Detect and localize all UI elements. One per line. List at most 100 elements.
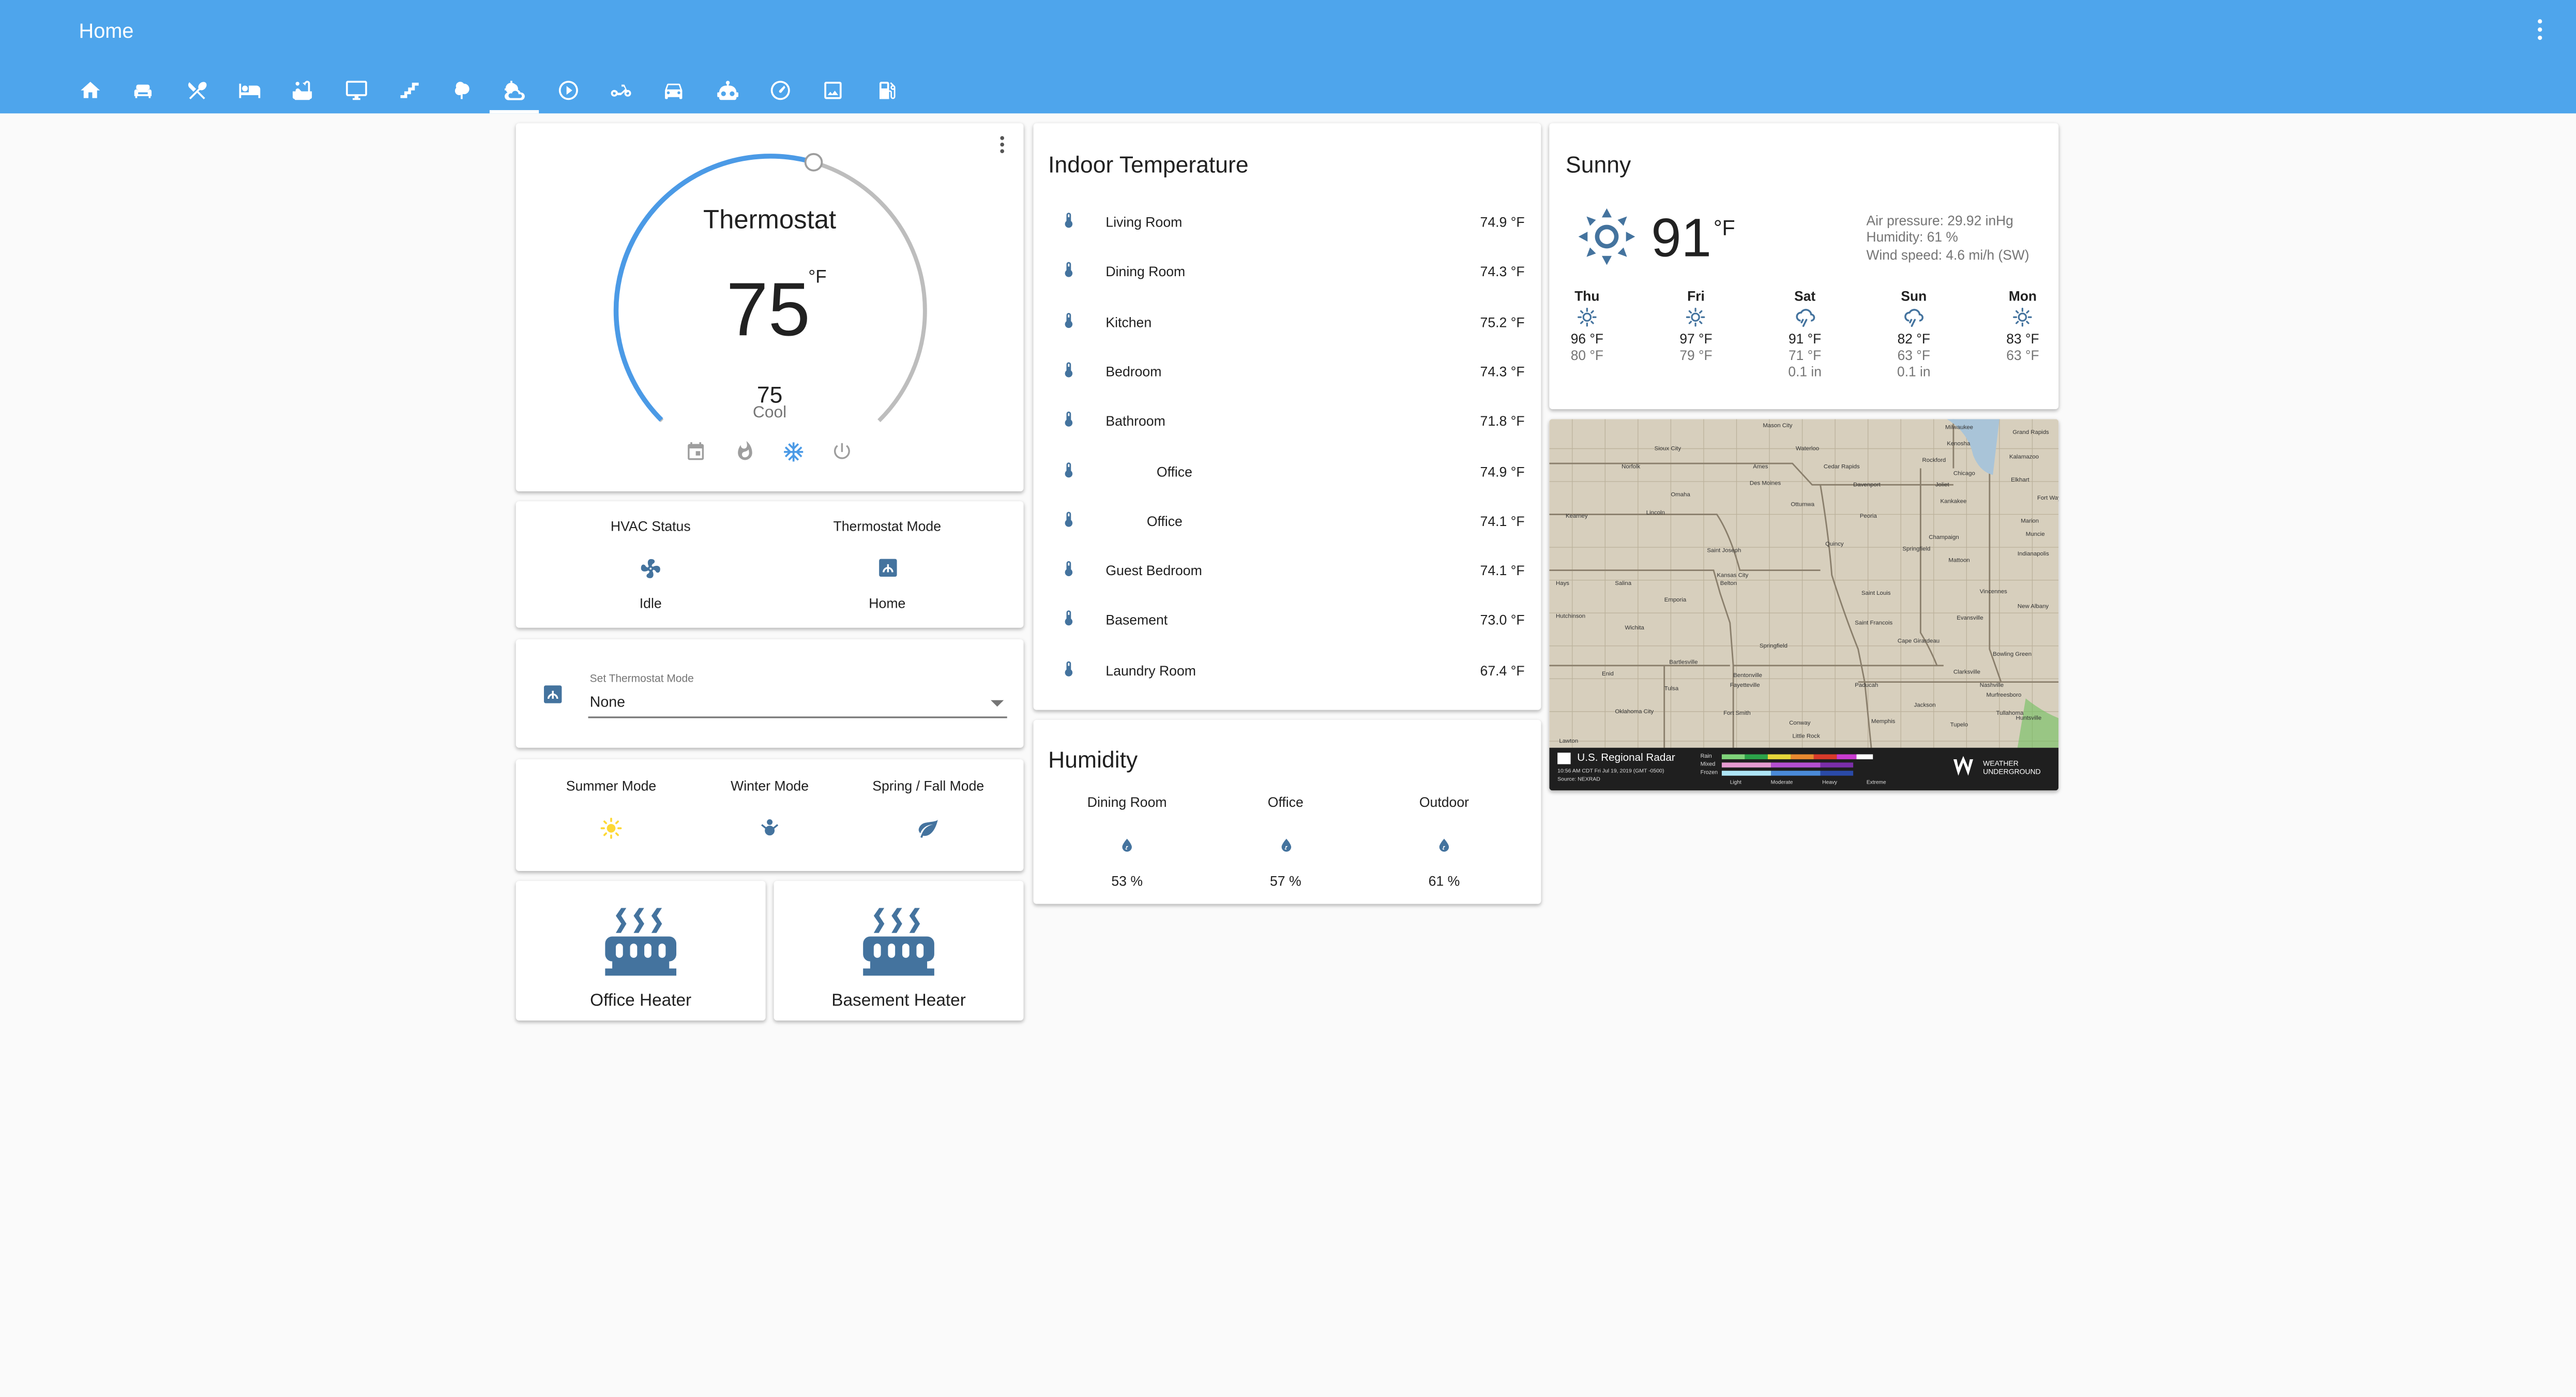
map-city-label: Evansville: [1957, 614, 1983, 622]
tab-bed[interactable]: [225, 66, 274, 113]
car-icon: [665, 83, 683, 98]
map-city-label: Memphis: [1871, 718, 1896, 725]
indoor-temp-row[interactable]: Living Room 74.9 °F: [1034, 197, 1541, 246]
map-city-label: Saint Louis: [1861, 590, 1891, 597]
room-name: Basement: [1105, 612, 1168, 629]
weather-card[interactable]: Sunny 91 °F Air pressure: 29.92 inHg Hum…: [1549, 123, 2059, 410]
indoor-temp-row[interactable]: Bathroom 71.8 °F: [1034, 396, 1541, 445]
water-percent-icon: [1436, 833, 1452, 863]
indoor-temp-row[interactable]: Office 74.1 °F: [1034, 496, 1541, 545]
weather-condition: Sunny: [1566, 151, 1631, 178]
forecast-day-name: Mon: [2008, 288, 2037, 304]
thermostat-mode-label: Thermostat Mode: [833, 517, 942, 534]
winter-mode-button[interactable]: Winter Mode: [691, 759, 848, 871]
map-city-label: Wichita: [1625, 624, 1644, 632]
thermometer-icon: [1059, 358, 1078, 381]
power-off-icon[interactable]: [831, 441, 853, 470]
indoor-temp-row[interactable]: Dining Room 74.3 °F: [1034, 247, 1541, 296]
indoor-temp-row[interactable]: Kitchen 75.2 °F: [1034, 297, 1541, 346]
monitor-icon: [345, 80, 367, 99]
sun-icon: [600, 817, 623, 848]
thermostat-dial[interactable]: [608, 146, 933, 426]
indoor-temp-row[interactable]: Office 74.9 °F: [1034, 446, 1541, 495]
indoor-temp-row[interactable]: Basement 73.0 °F: [1034, 595, 1541, 644]
map-city-label: Indianapolis: [2017, 550, 2049, 558]
thermometer-icon: [1059, 408, 1078, 431]
snowman-icon: [758, 817, 779, 846]
map-city-label: Fort Wayne: [2037, 494, 2058, 502]
humidity-sensor[interactable]: Dining Room 53 %: [1048, 720, 1206, 904]
office-heater-button[interactable]: Office Heater: [516, 881, 766, 1021]
weather-attributes: Air pressure: 29.92 inHg Humidity: 61 % …: [1867, 212, 2029, 263]
tab-motorbike[interactable]: [596, 66, 645, 113]
legend-frozen: Frozen: [1700, 769, 1718, 776]
stairs-icon: [400, 82, 419, 97]
tab-silverware[interactable]: [172, 66, 221, 113]
season-label: Spring / Fall Mode: [872, 777, 984, 794]
humidity-sensor[interactable]: Outdoor 61 %: [1365, 720, 1523, 904]
heat-mode-icon[interactable]: [734, 441, 755, 470]
dropdown-arrow-icon[interactable]: [990, 700, 1004, 709]
more-vert-icon[interactable]: [2532, 17, 2548, 43]
home-thermostat-icon[interactable]: [877, 557, 899, 587]
radar-map-card[interactable]: Mason City Waterloo Milwaukee Grand Rapids S…: [1549, 419, 2059, 791]
forecast-precip: 0.1 in: [1788, 363, 1822, 380]
map-city-label: Waterloo: [1795, 445, 1820, 452]
basement-heater-label: Basement Heater: [831, 990, 966, 1011]
thermostat-mode-value: Home: [869, 595, 906, 611]
indoor-temp-row[interactable]: Laundry Room 67.4 °F: [1034, 645, 1541, 695]
tab-tree[interactable]: [437, 66, 486, 113]
forecast-low: 71 °F: [1788, 347, 1822, 364]
map-city-label: Kalamazoo: [2009, 453, 2039, 460]
scale-extreme: Extreme: [1866, 779, 1886, 786]
thermostat-mode: Cool: [752, 404, 787, 423]
humidity-sensor[interactable]: Office 57 %: [1207, 720, 1365, 904]
set-mode-label: Set Thermostat Mode: [589, 673, 694, 685]
card-menu-icon[interactable]: [994, 133, 1010, 159]
room-name: Guest Bedroom: [1105, 562, 1202, 579]
cool-mode-icon[interactable]: [782, 441, 805, 472]
indoor-temp-row[interactable]: Guest Bedroom 74.1 °F: [1034, 546, 1541, 595]
app-title: Home: [79, 20, 134, 43]
forecast-day-name: Sat: [1794, 288, 1816, 304]
indoor-temp-row[interactable]: Bedroom 74.3 °F: [1034, 347, 1541, 396]
room-temp: 74.3 °F: [1480, 263, 1525, 280]
map-city-label: Kankakee: [1940, 498, 1967, 505]
tab-gauge[interactable]: [755, 66, 805, 113]
forecast-high: 97 °F: [1679, 330, 1713, 347]
tab-bathtub[interactable]: [278, 66, 327, 113]
thermostat-setpoint-handle[interactable]: [804, 153, 823, 172]
set-mode-select[interactable]: None: [588, 690, 1007, 718]
scale-heavy: Heavy: [1822, 779, 1838, 786]
forecast-day: Thu 96 °F 80 °F: [1553, 288, 1622, 402]
map-city-label: Paducah: [1855, 682, 1878, 689]
tab-robot[interactable]: [703, 66, 752, 113]
tab-car[interactable]: [649, 66, 699, 113]
map-city-label: Saint Francois: [1855, 619, 1893, 626]
map-city-label: Enid: [1601, 670, 1614, 678]
office-heater-label: Office Heater: [590, 990, 692, 1011]
tab-weather-partly-cloudy[interactable]: [490, 66, 540, 114]
tab-home[interactable]: [66, 66, 115, 113]
map-city-label: Cape Girardeau: [1897, 637, 1940, 644]
fan-icon[interactable]: [639, 557, 662, 588]
schedule-mode-icon[interactable]: [685, 441, 718, 463]
humidity-sensor-name: Dining Room: [1087, 793, 1167, 810]
summer-mode-button[interactable]: Summer Mode: [532, 759, 690, 871]
thermometer-icon: [1059, 308, 1078, 331]
map-city-label: Lincoln: [1646, 509, 1665, 516]
rain-cloud-icon: [1770, 304, 1839, 331]
tab-play-circle[interactable]: [543, 66, 593, 113]
tab-image[interactable]: [809, 66, 858, 113]
tab-monitor[interactable]: [331, 66, 380, 113]
thermostat-target: 75: [756, 381, 783, 408]
basement-heater-button[interactable]: Basement Heater: [774, 881, 1024, 1021]
season-mode-card: Summer Mode Winter Mode Spring / Fall Mo…: [516, 759, 1024, 872]
wunderground-brand: WEATHER UNDERGROUND: [1983, 759, 2041, 775]
spring-fall-mode-button[interactable]: Spring / Fall Mode: [850, 759, 1007, 871]
room-temp: 67.4 °F: [1480, 662, 1525, 679]
tab-sofa[interactable]: [119, 66, 168, 113]
radiator-icon: [863, 908, 934, 976]
tab-stairs[interactable]: [384, 66, 433, 113]
tab-gas-station[interactable]: [862, 66, 911, 113]
